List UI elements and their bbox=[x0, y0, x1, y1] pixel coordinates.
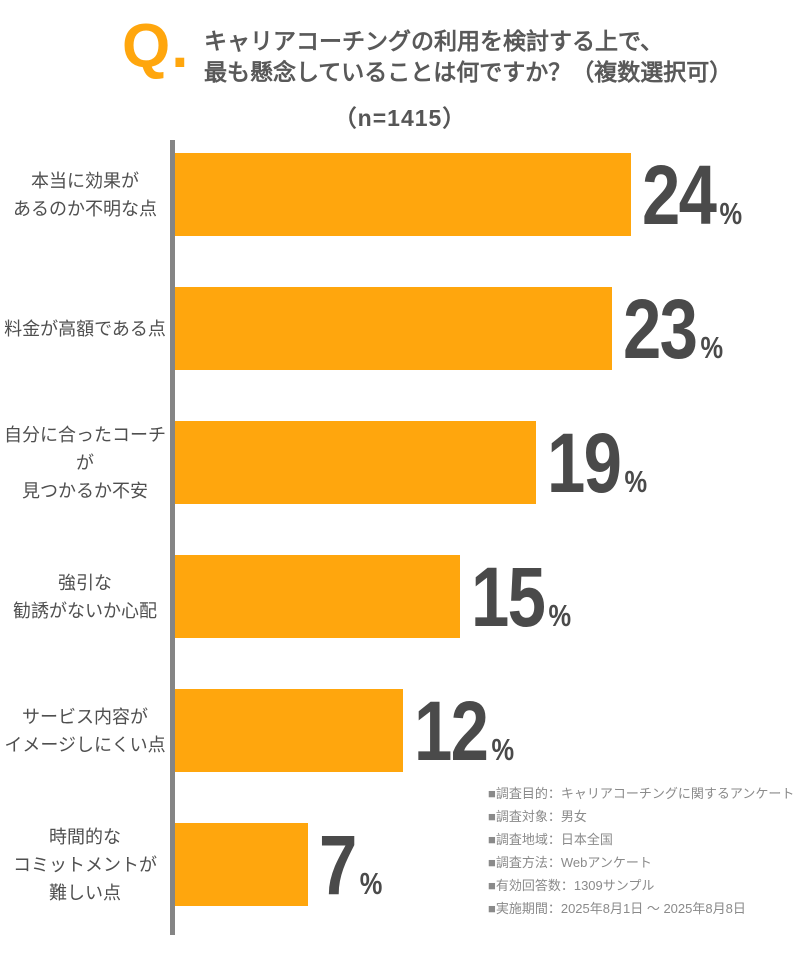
bar-track: 7 % bbox=[170, 823, 800, 907]
bar-row: 時間的な コミットメントが 難しい点 7 % bbox=[0, 823, 800, 907]
value-number: 15 bbox=[471, 549, 546, 644]
value-number: 24 bbox=[642, 147, 717, 242]
survey-note-line: ■有効回答数：1309サンプル bbox=[488, 878, 655, 893]
bar-track: 12 % bbox=[170, 689, 800, 773]
bar-row: 自分に合ったコーチが 見つかるか不安 19 % bbox=[0, 421, 800, 505]
bar-row: 強引な 勧誘がないか心配 15 % bbox=[0, 555, 800, 639]
category-label: 強引な 勧誘がないか心配 bbox=[13, 572, 157, 621]
value-number: 19 bbox=[547, 415, 622, 510]
category-label: 時間的な コミットメントが 難しい点 bbox=[13, 826, 157, 903]
category-label: サービス内容が イメージしにくい点 bbox=[4, 706, 166, 755]
bar-row: サービス内容が イメージしにくい点 12 % bbox=[0, 689, 800, 773]
bar-row: 料金が高額である点 23 % bbox=[0, 287, 800, 371]
value-number: 7 bbox=[319, 817, 357, 912]
bar bbox=[175, 287, 612, 370]
page-title: キャリアコーチングの利用を検討する上で、 最も懸念していることは何ですか？（複数… bbox=[204, 28, 733, 85]
survey-note-line: ■実施期間：2025年8月1日 ～ 2025年8月8日 bbox=[488, 901, 746, 916]
survey-notes: ■調査目的：キャリアコーチングに関するアンケート ■調査対象：男女 ■調査地域：日本… bbox=[488, 782, 798, 920]
bar-chart: 本当に効果が あるのか不明な点 24 % 料金が高額である点 23 % 自分に合… bbox=[0, 140, 800, 935]
value-label: 15 % bbox=[471, 555, 571, 639]
category-label: 自分に合ったコーチが 見つかるか不安 bbox=[4, 424, 166, 501]
category-label: 料金が高額である点 bbox=[4, 318, 166, 339]
value-number: 23 bbox=[623, 281, 698, 376]
bar-track: 24 % bbox=[170, 153, 800, 237]
bar-track: 23 % bbox=[170, 287, 800, 371]
y-axis-line bbox=[170, 140, 175, 935]
value-label: 19 % bbox=[547, 421, 647, 505]
value-unit: % bbox=[700, 329, 724, 365]
bar-track: 19 % bbox=[170, 421, 800, 505]
survey-note-line: ■調査目的：キャリアコーチングに関するアンケート bbox=[488, 786, 795, 801]
survey-note-line: ■調査地域：日本全国 bbox=[488, 832, 613, 847]
value-number: 12 bbox=[414, 683, 489, 778]
bar bbox=[175, 421, 536, 504]
value-label: 24 % bbox=[642, 153, 742, 237]
bar-track: 15 % bbox=[170, 555, 800, 639]
question-mark-label: Q. bbox=[122, 12, 190, 81]
bar bbox=[175, 689, 403, 772]
value-unit: % bbox=[719, 195, 743, 231]
bar bbox=[175, 153, 631, 236]
sample-size-label: （n=1415） bbox=[333, 105, 467, 131]
value-unit: % bbox=[548, 597, 572, 633]
value-label: 23 % bbox=[623, 287, 723, 371]
category-label: 本当に効果が あるのか不明な点 bbox=[13, 170, 157, 219]
value-label: 12 % bbox=[414, 689, 514, 773]
bar-row: 本当に効果が あるのか不明な点 24 % bbox=[0, 153, 800, 237]
value-unit: % bbox=[359, 865, 383, 901]
value-unit: % bbox=[491, 731, 515, 767]
bar bbox=[175, 555, 460, 638]
value-label: 7 % bbox=[319, 823, 382, 907]
survey-note-line: ■調査対象：男女 bbox=[488, 809, 587, 824]
value-unit: % bbox=[624, 463, 648, 499]
survey-note-line: ■調査方法：Webアンケート bbox=[488, 855, 652, 870]
bar bbox=[175, 823, 308, 906]
